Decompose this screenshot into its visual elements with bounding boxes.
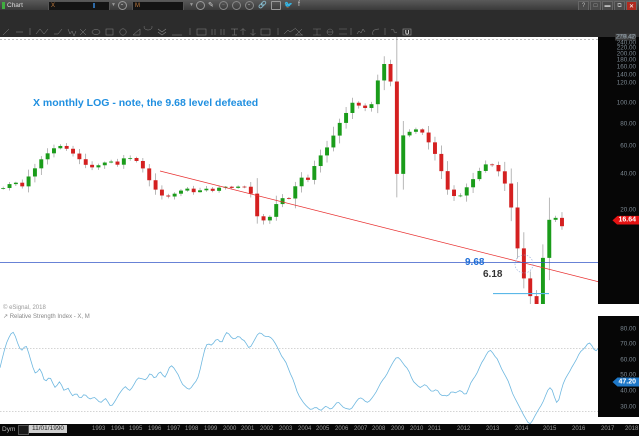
svg-text:U: U bbox=[405, 31, 409, 37]
